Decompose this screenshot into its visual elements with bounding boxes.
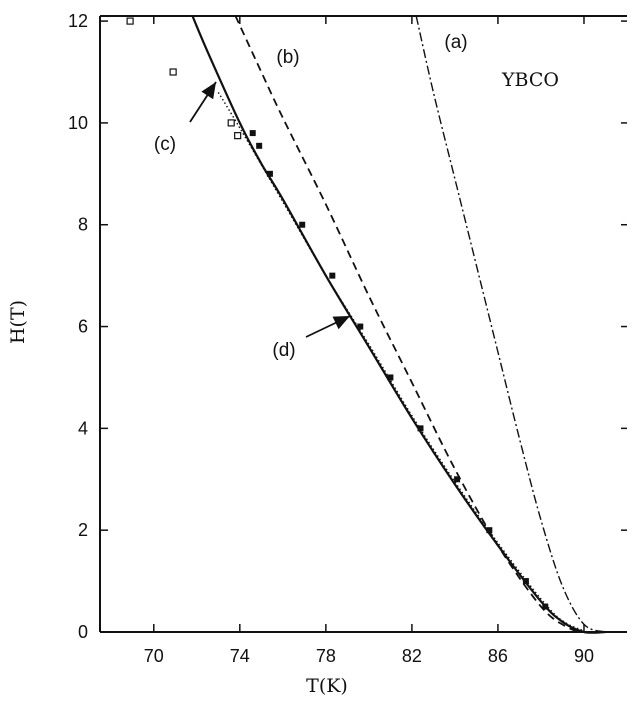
filled-marker [522, 578, 529, 585]
x-tick-label: 90 [574, 646, 594, 666]
open-marker [169, 68, 177, 76]
filled-marker [387, 374, 394, 381]
x-tick-label: 82 [402, 646, 422, 666]
filled-marker [299, 221, 306, 228]
open-marker [234, 132, 242, 140]
sample-label: YBCO [501, 69, 559, 91]
filled-marker [357, 323, 364, 330]
data-markers [126, 17, 549, 610]
y-tick-label: 6 [78, 317, 88, 337]
y-tick-label: 12 [68, 11, 88, 31]
open-marker [227, 119, 235, 127]
x-axis: 70 74 78 82 86 90 [144, 16, 594, 666]
curve-c [191, 15, 606, 634]
filled-marker [249, 130, 256, 137]
x-axis-title: T(K) [306, 675, 348, 697]
y-tick-label: 4 [78, 418, 88, 438]
x-tick-label: 86 [488, 646, 508, 666]
curve-label-c: (c) [154, 134, 176, 155]
open-marker [126, 17, 134, 25]
y-tick-label: 8 [78, 215, 88, 235]
y-tick-label: 2 [78, 520, 88, 540]
x-tick-label: 70 [144, 646, 164, 666]
curve-label-a: (a) [444, 32, 467, 53]
filled-marker [417, 425, 424, 432]
filled-marker [266, 170, 273, 177]
filled-marker [329, 272, 336, 279]
curve-b [234, 15, 606, 634]
y-axis: 0 2 4 6 8 10 12 [68, 11, 627, 642]
y-tick-label: 10 [68, 113, 88, 133]
filled-marker [454, 476, 461, 483]
curve-label-b: (b) [276, 47, 299, 68]
curves [191, 15, 606, 634]
arrow-d-head [332, 316, 350, 330]
filled-marker [486, 527, 493, 534]
x-tick-label: 78 [316, 646, 336, 666]
arrow-c-head [201, 82, 216, 100]
y-tick-label: 0 [78, 622, 88, 642]
x-tick-label: 74 [230, 646, 250, 666]
plot-frame [99, 15, 627, 633]
filled-marker [542, 603, 549, 610]
curve-label-d: (d) [272, 340, 295, 361]
curve-d [217, 92, 585, 632]
annotations: (a) (b) (c) (d) [154, 32, 468, 361]
curve-a [415, 15, 606, 633]
y-axis-title: H(T) [7, 300, 29, 344]
filled-marker [256, 142, 263, 149]
